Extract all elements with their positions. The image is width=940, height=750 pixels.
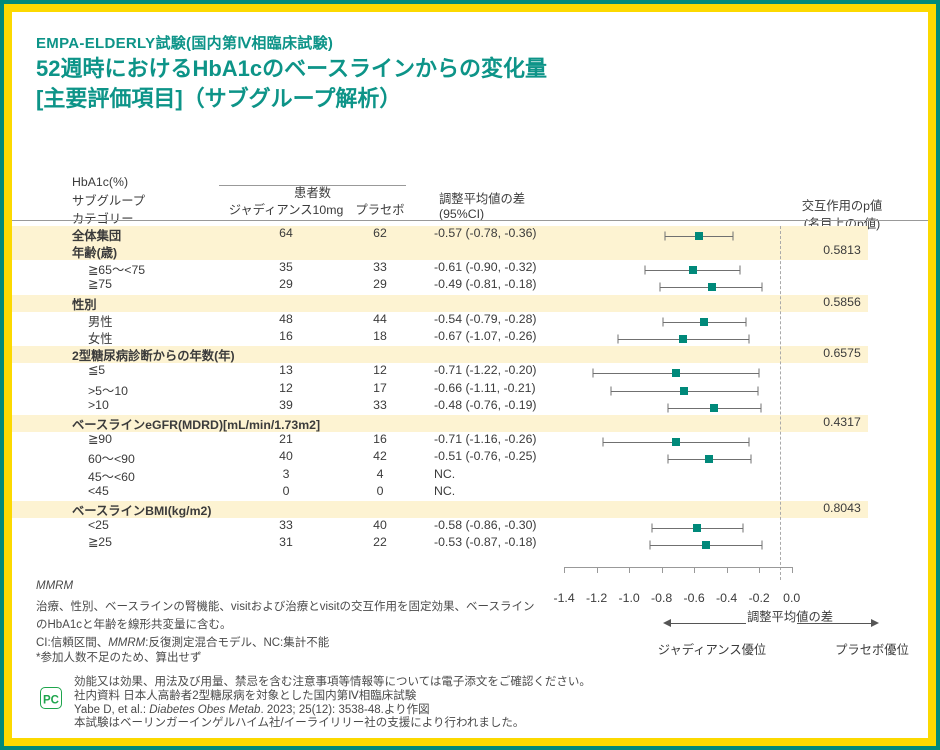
- svg-text:PC: PC: [43, 695, 59, 707]
